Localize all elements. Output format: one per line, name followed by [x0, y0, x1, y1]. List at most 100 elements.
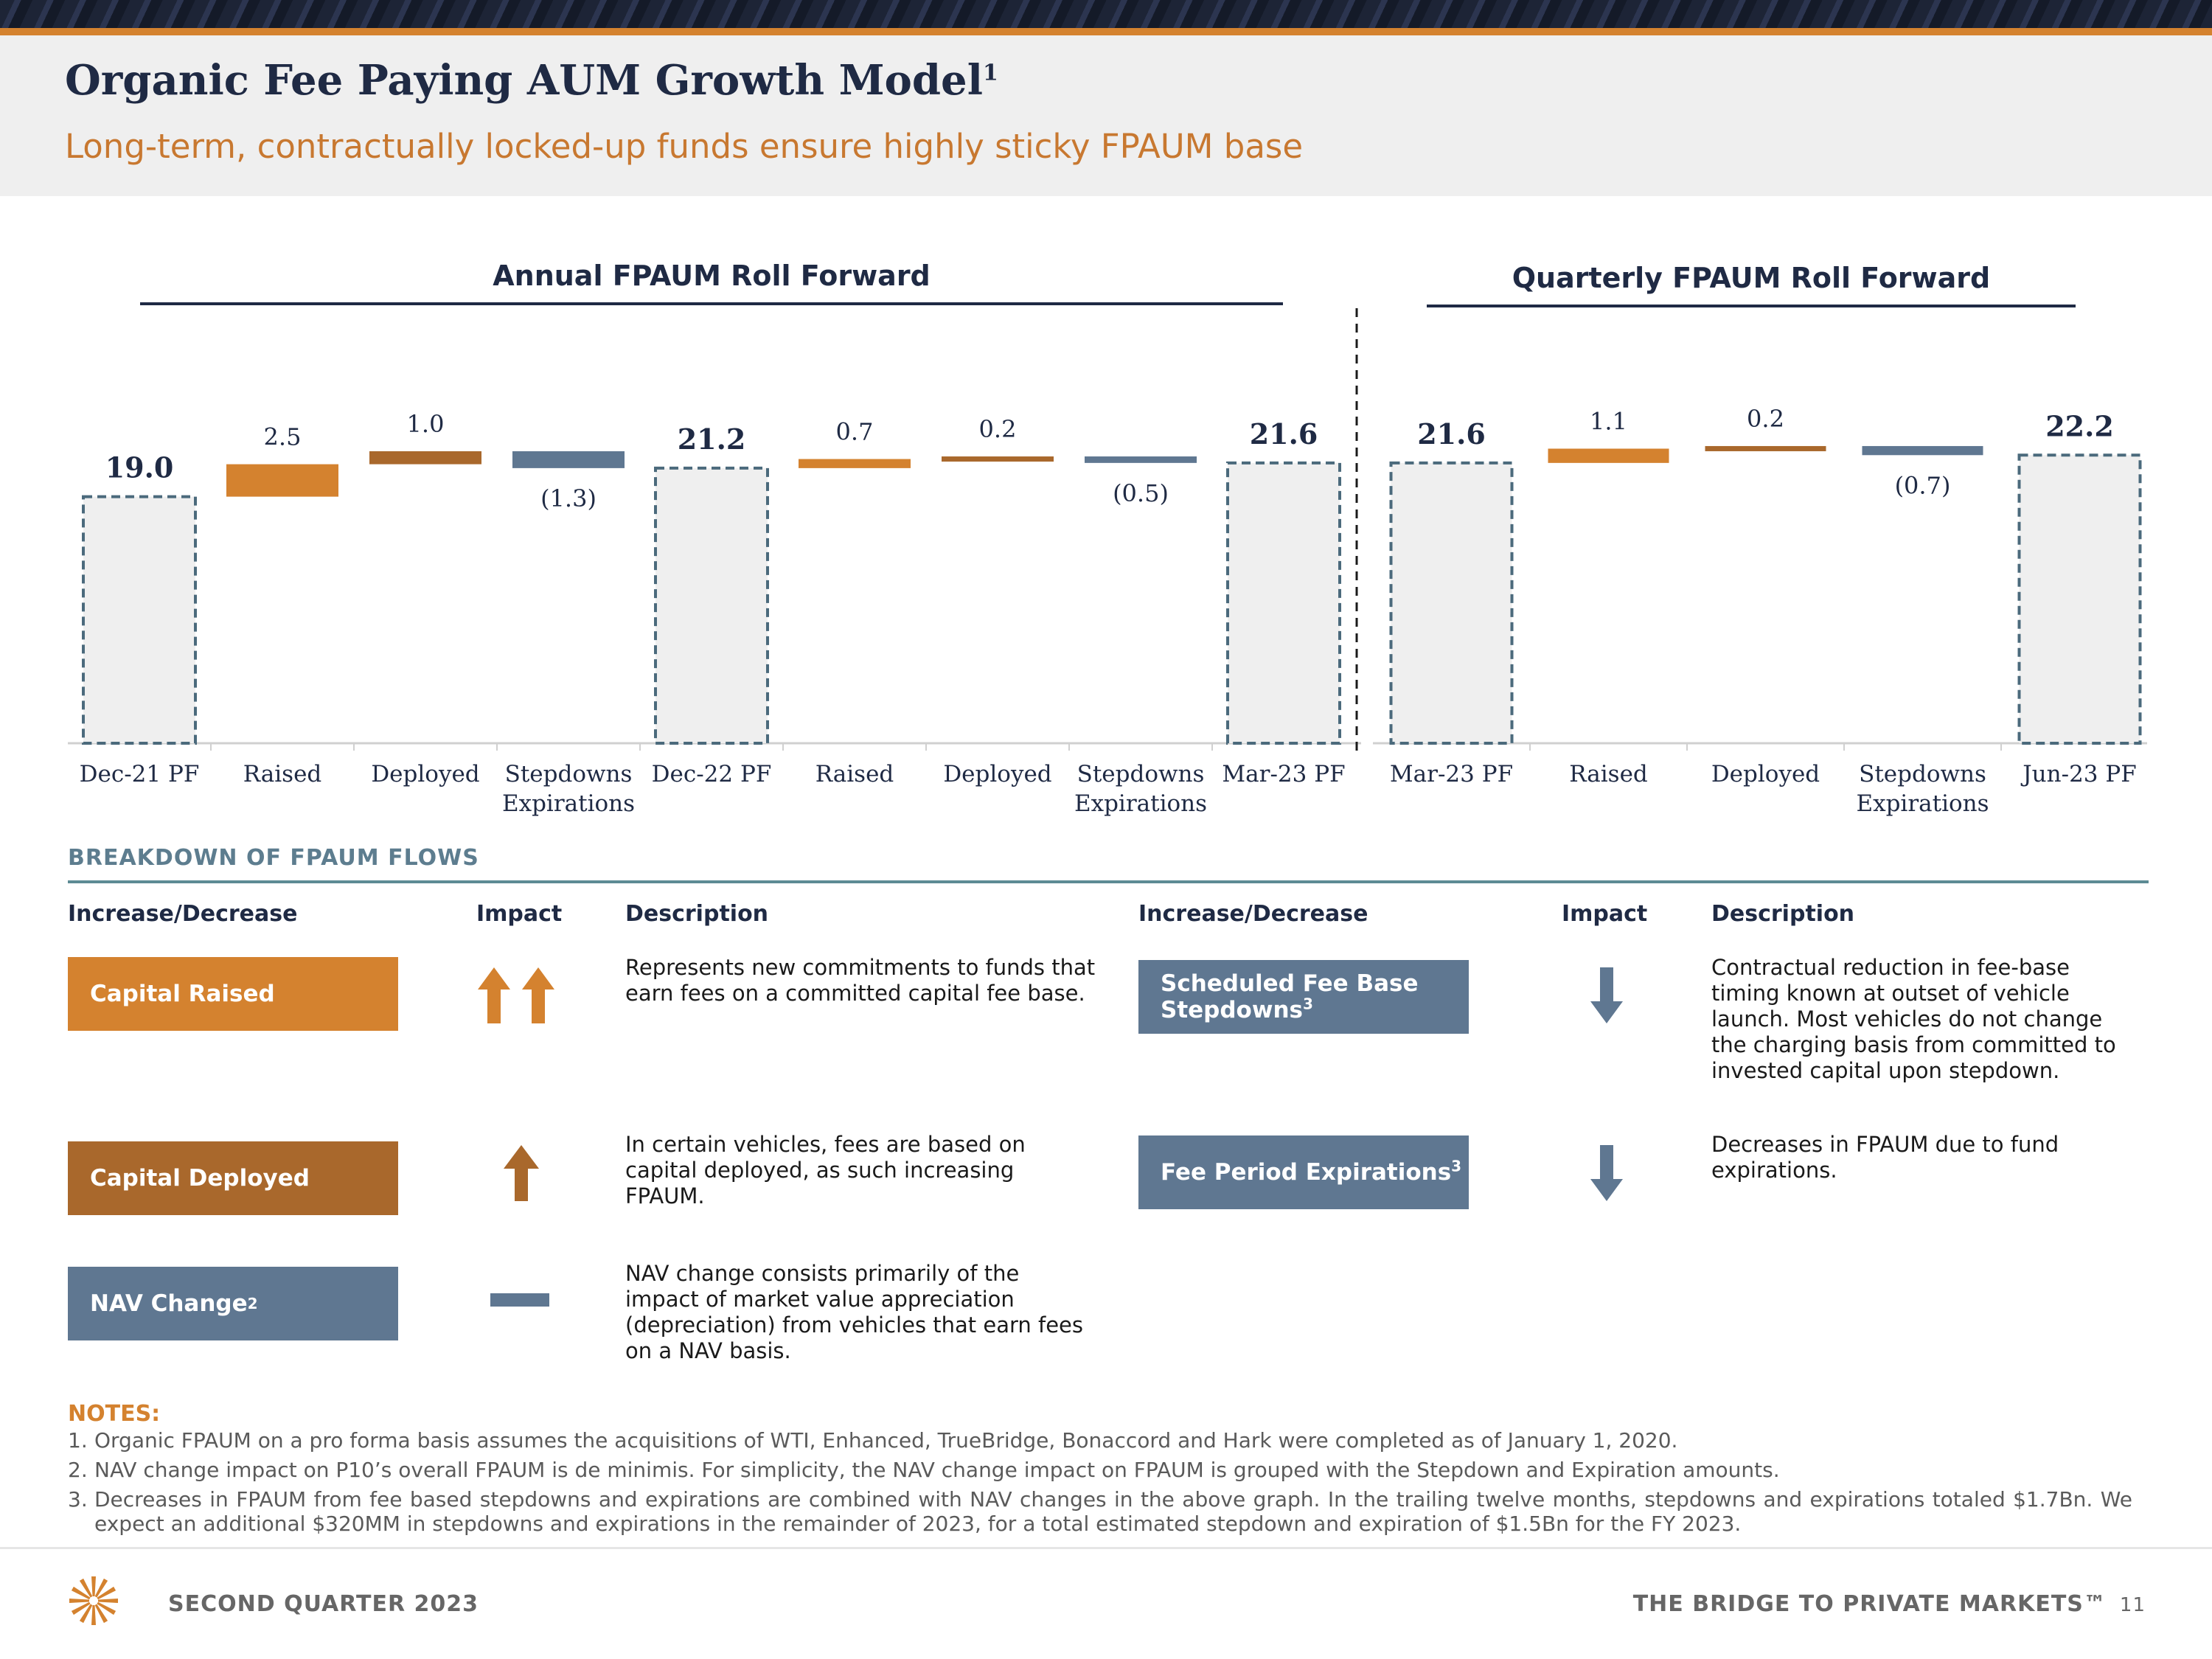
- category-label: Dec-21 PF: [79, 761, 200, 787]
- stepdown-bar: [1862, 445, 1983, 456]
- p10-logo-icon: [69, 1576, 118, 1625]
- right-col-increase-header: Increase/Decrease: [1138, 901, 1368, 927]
- category-label: Raised: [1569, 761, 1648, 787]
- footer-tagline-text: THE BRIDGE TO PRIVATE MARKETS™: [1632, 1591, 2107, 1617]
- fee-period-expirations-description: Decreases in FPAUM due to fund expiratio…: [1711, 1132, 2059, 1183]
- note-text: Decreases in FPAUM from fee based stepdo…: [94, 1487, 2132, 1536]
- category-label: Raised: [815, 761, 894, 787]
- note-text: Organic FPAUM on a pro forma basis assum…: [94, 1428, 1678, 1453]
- stepdown-bar: [1085, 456, 1197, 463]
- top-accent-line: [0, 28, 2212, 35]
- fpaum-waterfall-chart: 19.0 2.5 1.0 (1.3) 21.2 0.7 0.2 (0.5) 21.6 21.6 1.…: [68, 308, 2147, 751]
- dash-icon: [490, 1293, 549, 1307]
- category-label: Jun-23 PF: [2023, 761, 2137, 787]
- fee-period-expirations-label: Fee Period Expirations: [1161, 1159, 1452, 1186]
- capital-deployed-label: Capital Deployed: [90, 1165, 310, 1192]
- value-label: 21.2: [678, 422, 746, 456]
- total-bar: [82, 495, 197, 745]
- nav-change-description: NAV change consists primarily of the imp…: [625, 1261, 1084, 1363]
- scheduled-stepdowns-box: Scheduled Fee Base Stepdowns3: [1138, 960, 1469, 1034]
- value-label: 21.6: [1417, 417, 1486, 451]
- raised-bar: [1548, 448, 1669, 463]
- value-label: (0.5): [1113, 479, 1169, 507]
- value-label: 2.5: [264, 423, 302, 451]
- category-label: Stepdowns Expirations: [1074, 761, 1208, 817]
- category-label: Deployed: [371, 761, 480, 787]
- total-bar: [1389, 461, 1514, 745]
- scheduled-stepdowns-footnote: 3: [1303, 995, 1313, 1013]
- page-title-text: Organic Fee Paying AUM Growth Model: [65, 56, 983, 105]
- scheduled-stepdowns-label: Scheduled Fee Base Stepdowns: [1161, 970, 1419, 1023]
- scheduled-stepdowns-description: Contractual reduction in fee-base timing…: [1711, 955, 2116, 1083]
- page-title-footnote: 1: [982, 60, 998, 86]
- category-label: Deployed: [1711, 761, 1820, 787]
- value-label: 19.0: [105, 451, 174, 484]
- category-label: Stepdowns Expirations: [501, 761, 636, 817]
- total-bar: [2017, 453, 2142, 745]
- value-label: 21.6: [1250, 417, 1318, 451]
- note-number: 3.: [68, 1487, 88, 1512]
- capital-raised-box: Capital Raised: [68, 957, 398, 1031]
- capital-deployed-description: In certain vehicles, fees are based on c…: [625, 1132, 1026, 1208]
- left-col-impact-header: Impact: [476, 901, 563, 927]
- top-decorative-band: [0, 0, 2212, 28]
- value-label: (0.7): [1895, 471, 1951, 499]
- category-label: Mar-23 PF: [1389, 761, 1514, 787]
- deployed-bar: [1705, 445, 1826, 451]
- raised-bar: [226, 464, 338, 497]
- value-label: 0.2: [979, 415, 1017, 443]
- total-bar: [654, 466, 769, 745]
- nav-change-label: NAV Change: [90, 1290, 248, 1317]
- left-col-increase-header: Increase/Decrease: [68, 901, 298, 927]
- capital-deployed-box: Capital Deployed: [68, 1141, 398, 1215]
- value-label: 0.7: [836, 418, 874, 446]
- value-label: 1.1: [1590, 407, 1627, 435]
- double-up-arrow-icon: [478, 967, 554, 1023]
- note-number: 1.: [68, 1428, 88, 1453]
- capital-raised-label: Capital Raised: [90, 981, 275, 1007]
- category-label: Raised: [243, 761, 322, 787]
- note-text: NAV change impact on P10’s overall FPAUM…: [94, 1458, 1780, 1482]
- fee-period-expirations-footnote: 3: [1451, 1157, 1462, 1175]
- note-2: 2. NAV change impact on P10’s overall FPA…: [68, 1458, 2132, 1482]
- stepdown-bar: [512, 451, 625, 468]
- quarterly-title-rule: [1427, 305, 2076, 307]
- deployed-bar: [942, 456, 1054, 462]
- note-1: 1. Organic FPAUM on a pro forma basis ass…: [68, 1428, 2132, 1453]
- breakdown-title: BREAKDOWN OF FPAUM FLOWS: [68, 845, 479, 871]
- right-col-description-header: Description: [1711, 901, 1855, 927]
- nav-change-box: NAV Change 2: [68, 1267, 398, 1340]
- header-band: [0, 35, 2212, 196]
- down-arrow-icon: [1590, 967, 1623, 1023]
- page-subtitle: Long-term, contractually locked-up funds…: [65, 127, 1304, 166]
- raised-bar: [799, 459, 911, 468]
- footer-tagline: THE BRIDGE TO PRIVATE MARKETS™ 11: [1633, 1591, 2146, 1617]
- category-label: Dec-22 PF: [651, 761, 772, 787]
- footer-rule: [0, 1547, 2212, 1549]
- up-arrow-icon: [504, 1145, 539, 1201]
- note-number: 2.: [68, 1458, 88, 1482]
- page-number: 11: [2119, 1594, 2146, 1616]
- total-bar: [1226, 461, 1341, 745]
- value-label: 1.0: [407, 410, 445, 438]
- breakdown-rule: [68, 880, 2149, 883]
- annual-chart-title: Annual FPAUM Roll Forward: [493, 260, 931, 292]
- category-label: Deployed: [943, 761, 1052, 787]
- footer-quarter: SECOND QUARTER 2023: [168, 1591, 479, 1617]
- category-label: Mar-23 PF: [1222, 761, 1346, 787]
- note-3: 3. Decreases in FPAUM from fee based step…: [68, 1487, 2132, 1536]
- down-arrow-icon: [1590, 1145, 1623, 1201]
- annual-title-rule: [140, 302, 1283, 305]
- fee-period-expirations-box: Fee Period Expirations3: [1138, 1135, 1469, 1209]
- right-col-impact-header: Impact: [1562, 901, 1648, 927]
- value-label: 0.2: [1747, 405, 1784, 433]
- value-label: (1.3): [540, 484, 597, 512]
- quarterly-chart-title: Quarterly FPAUM Roll Forward: [1512, 262, 1991, 294]
- category-label: Stepdowns Expirations: [1856, 761, 1989, 817]
- page-title: Organic Fee Paying AUM Growth Model1: [65, 56, 998, 105]
- notes-title: NOTES:: [68, 1401, 161, 1427]
- capital-raised-description: Represents new commitments to funds that…: [625, 955, 1096, 1006]
- value-label: 22.2: [2045, 409, 2114, 442]
- left-col-description-header: Description: [625, 901, 769, 927]
- deployed-bar: [369, 451, 481, 465]
